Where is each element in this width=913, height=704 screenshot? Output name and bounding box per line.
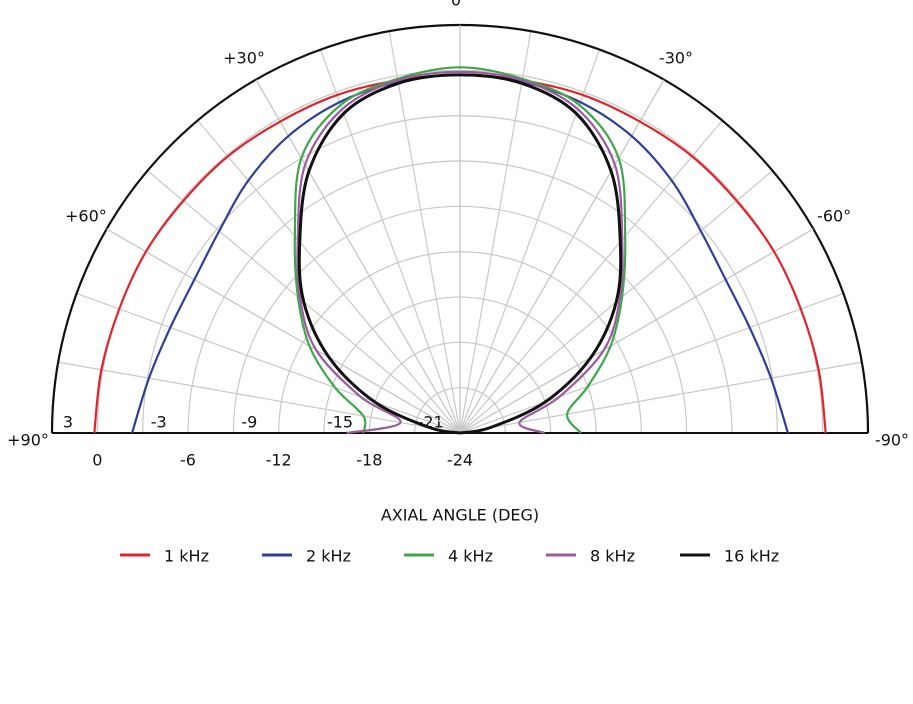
theta-tick-label: 0° [451, 0, 469, 10]
legend-label: 2 kHz [306, 547, 351, 566]
series-line [293, 66, 627, 434]
theta-tick-label: +60° [65, 207, 107, 226]
theta-tick-label: +30° [223, 48, 265, 67]
radial-grid-line [459, 31, 532, 434]
r-tick-label: -6 [180, 451, 196, 470]
series-line [297, 73, 623, 435]
theta-tick-label: -90° [875, 431, 909, 450]
theta-grid-line [459, 228, 814, 434]
radial-grid-line [459, 361, 862, 434]
r-tick-label: -18 [356, 451, 382, 470]
r-tick-label: 0 [92, 451, 102, 470]
radial-grid-line [459, 292, 844, 434]
r-tick-label: -3 [151, 413, 167, 432]
legend-label: 4 kHz [448, 547, 493, 566]
r-tick-label: -24 [447, 451, 473, 470]
radial-grid-line [197, 120, 461, 434]
radial-grid-line [459, 120, 723, 434]
legend-label: 1 kHz [164, 547, 209, 566]
radial-grid-line [76, 292, 461, 434]
axis-title: AXIAL ANGLE (DEG) [381, 506, 539, 525]
theta-grid-line [459, 79, 665, 434]
series-line [296, 70, 624, 435]
r-tick-label: -9 [241, 413, 257, 432]
theta-grid-line [106, 228, 461, 434]
r-tick-label: 3 [63, 413, 73, 432]
r-tick-label: -12 [266, 451, 292, 470]
theta-tick-label: -60° [817, 207, 851, 226]
radial-grid-line [388, 31, 461, 434]
radial-grid-line [58, 361, 461, 434]
legend-label: 8 kHz [590, 547, 635, 566]
theta-grid-line [255, 79, 461, 434]
theta-tick-label: -30° [659, 48, 693, 67]
legend-label: 16 kHz [724, 547, 779, 566]
r-tick-label: -15 [327, 413, 353, 432]
theta-tick-label: +90° [7, 431, 49, 450]
